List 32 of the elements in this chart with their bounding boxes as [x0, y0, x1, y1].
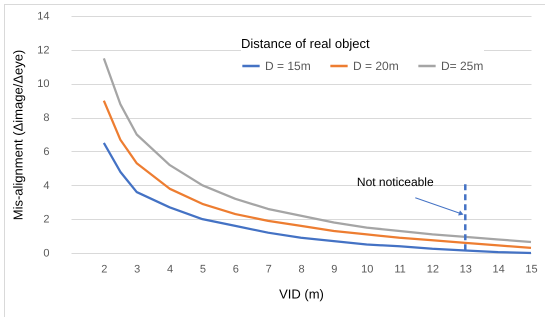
x-tick-label: 6: [232, 264, 239, 276]
y-tick-label: 12: [37, 44, 50, 56]
x-tick-label: 14: [492, 264, 505, 276]
x-tick-label: 8: [298, 264, 305, 276]
y-axis-title: Mis-alignment (Δimage/Δeye): [10, 50, 26, 220]
x-tick-label: 12: [426, 264, 440, 276]
x-tick-label: 11: [394, 264, 406, 276]
line-series: [102, 100, 532, 250]
annotation: Not noticeable: [356, 174, 434, 189]
x-tick-label: 5: [200, 264, 206, 276]
x-tick-label: 2: [101, 264, 108, 276]
legend-label: D = 15m: [265, 59, 311, 73]
legend-label: D= 25m: [441, 59, 484, 73]
x-tick-label: 15: [525, 264, 538, 276]
y-tick-label: 14: [37, 10, 50, 22]
legend-label: D = 20m: [353, 59, 399, 73]
y-tick-label: 2: [43, 214, 50, 226]
x-tick-label: 10: [361, 264, 374, 276]
x-axis-title: VID (m): [279, 286, 324, 302]
y-tick-label: 0: [43, 248, 50, 260]
x-tick-label: 13: [460, 264, 472, 276]
x-tick-label: 7: [266, 264, 272, 276]
x-tick-label: 3: [134, 264, 140, 276]
line-series: [102, 142, 532, 254]
x-tick-label: 9: [331, 264, 338, 276]
y-tick-label: 4: [43, 180, 50, 192]
legend-title: Distance of real object: [241, 36, 370, 51]
y-tick-label: 8: [43, 112, 50, 124]
x-tick-label: 4: [167, 264, 174, 276]
line-series: [102, 57, 532, 244]
y-tick-label: 10: [37, 78, 50, 90]
y-tick-label: 6: [43, 146, 50, 158]
